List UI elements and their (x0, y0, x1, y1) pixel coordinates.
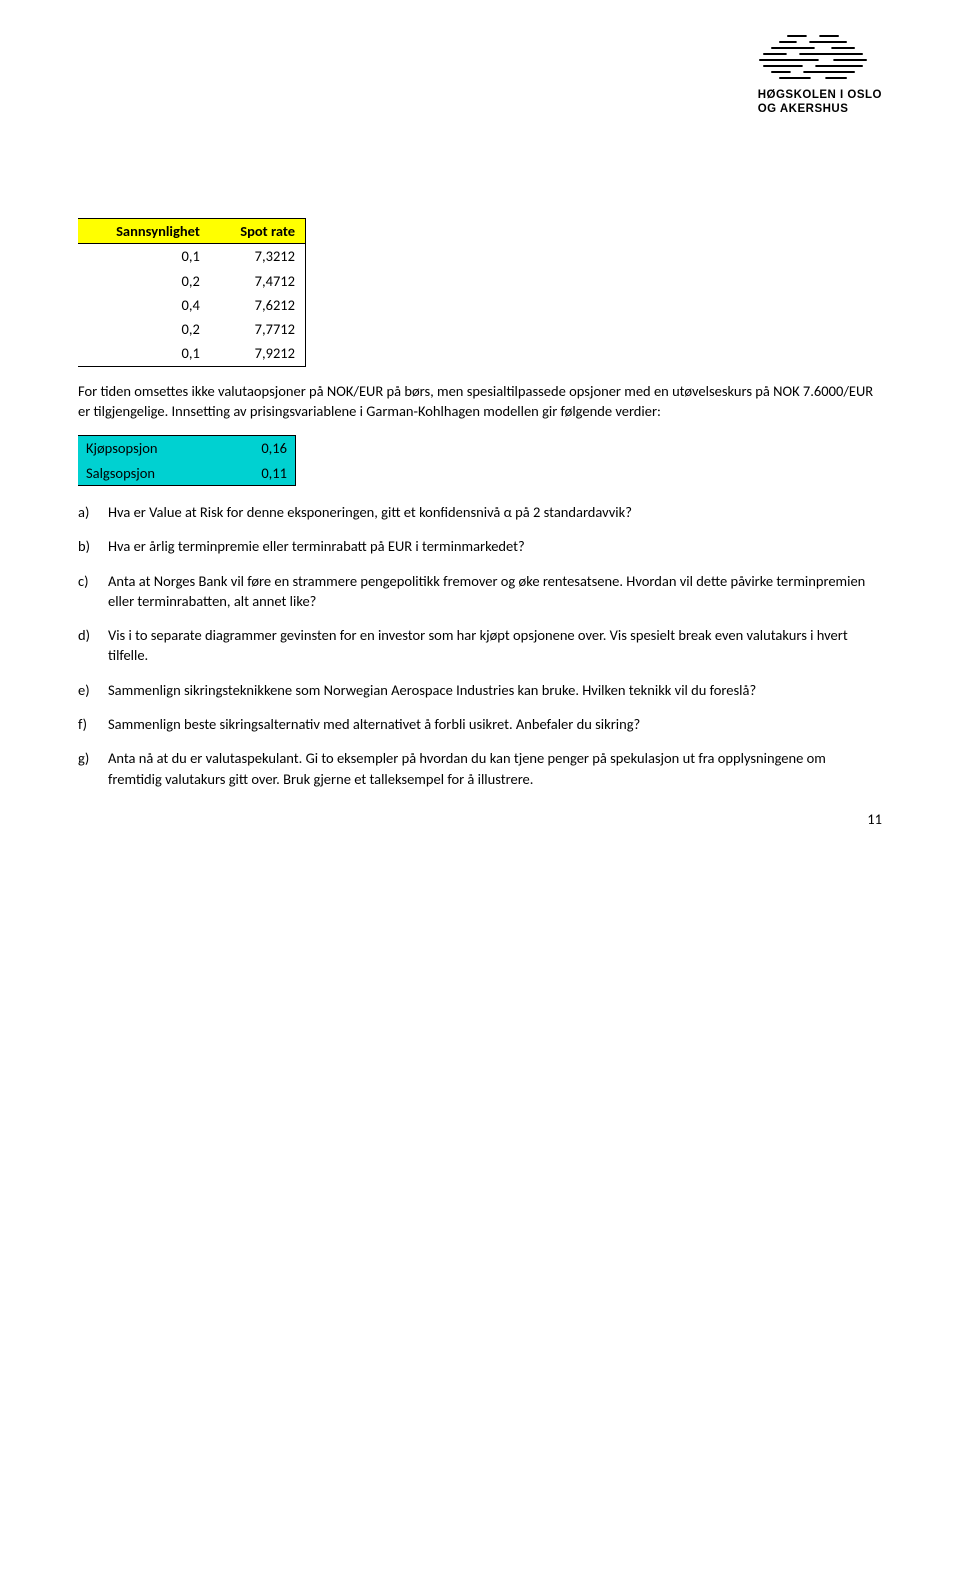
list-item: d)Vis i to separate diagrammer gevinsten… (78, 625, 882, 666)
logo-lines-icon (758, 32, 868, 82)
table-cell: 7,6212 (210, 293, 306, 317)
option-values-table: Kjøpsopsjon 0,16 Salgsopsjon 0,11 (78, 435, 296, 486)
list-marker: g) (78, 748, 98, 789)
list-marker: e) (78, 680, 98, 700)
list-marker: d) (78, 625, 98, 666)
table-cell: Kjøpsopsjon (78, 436, 225, 461)
list-item: f) Sammenlign beste sikringsalternativ me… (78, 714, 882, 734)
table-cell: 0,1 (78, 341, 210, 366)
list-text: Hva er Value at Risk for denne eksponeri… (108, 502, 882, 522)
col-header-spotrate: Spot rate (210, 219, 306, 244)
table-cell: 7,7712 (210, 317, 306, 341)
list-item: a) Hva er Value at Risk for denne ekspone… (78, 502, 882, 522)
probability-spotrate-table: Sannsynlighet Spot rate 0,17,3212 0,27,4… (78, 218, 306, 367)
table-cell: 0,1 (78, 244, 210, 269)
table-cell: 0,2 (78, 317, 210, 341)
list-marker: a) (78, 502, 98, 522)
col-header-probability: Sannsynlighet (78, 219, 210, 244)
list-marker: b) (78, 536, 98, 556)
table-cell: 0,16 (225, 436, 296, 461)
table-cell: 7,9212 (210, 341, 306, 366)
list-marker: f) (78, 714, 98, 734)
table-cell: 0,4 (78, 293, 210, 317)
logo-text-line2: OG AKERSHUS (758, 102, 882, 116)
list-text: Hva er årlig terminpremie eller terminra… (108, 536, 882, 556)
list-text: Anta nå at du er valutaspekulant. Gi to … (108, 748, 882, 789)
page-number: 11 (867, 809, 882, 829)
table-cell: 7,4712 (210, 269, 306, 293)
question-list: a) Hva er Value at Risk for denne ekspone… (78, 502, 882, 789)
table-cell: 0,11 (225, 461, 296, 486)
list-text: Vis i to separate diagrammer gevinsten f… (108, 625, 882, 666)
list-marker: c) (78, 571, 98, 612)
list-item: g)Anta nå at du er valutaspekulant. Gi t… (78, 748, 882, 789)
institution-logo: HØGSKOLEN I OSLO OG AKERSHUS (758, 32, 882, 117)
list-text: Sammenlign beste sikringsalternativ med … (108, 714, 882, 734)
list-item: e) Sammenlign sikringsteknikkene som Norw… (78, 680, 882, 700)
page-content: Sannsynlighet Spot rate 0,17,3212 0,27,4… (78, 218, 882, 789)
table-cell: 7,3212 (210, 244, 306, 269)
table-cell: Salgsopsjon (78, 461, 225, 486)
list-item: c)Anta at Norges Bank vil føre en stramm… (78, 571, 882, 612)
list-text: Sammenlign sikringsteknikkene som Norweg… (108, 680, 882, 700)
list-item: b) Hva er årlig terminpremie eller termin… (78, 536, 882, 556)
paragraph-intro: For tiden omsettes ikke valutaopsjoner p… (78, 381, 882, 422)
table-cell: 0,2 (78, 269, 210, 293)
logo-text-line1: HØGSKOLEN I OSLO (758, 88, 882, 102)
list-text: Anta at Norges Bank vil føre en strammer… (108, 571, 882, 612)
